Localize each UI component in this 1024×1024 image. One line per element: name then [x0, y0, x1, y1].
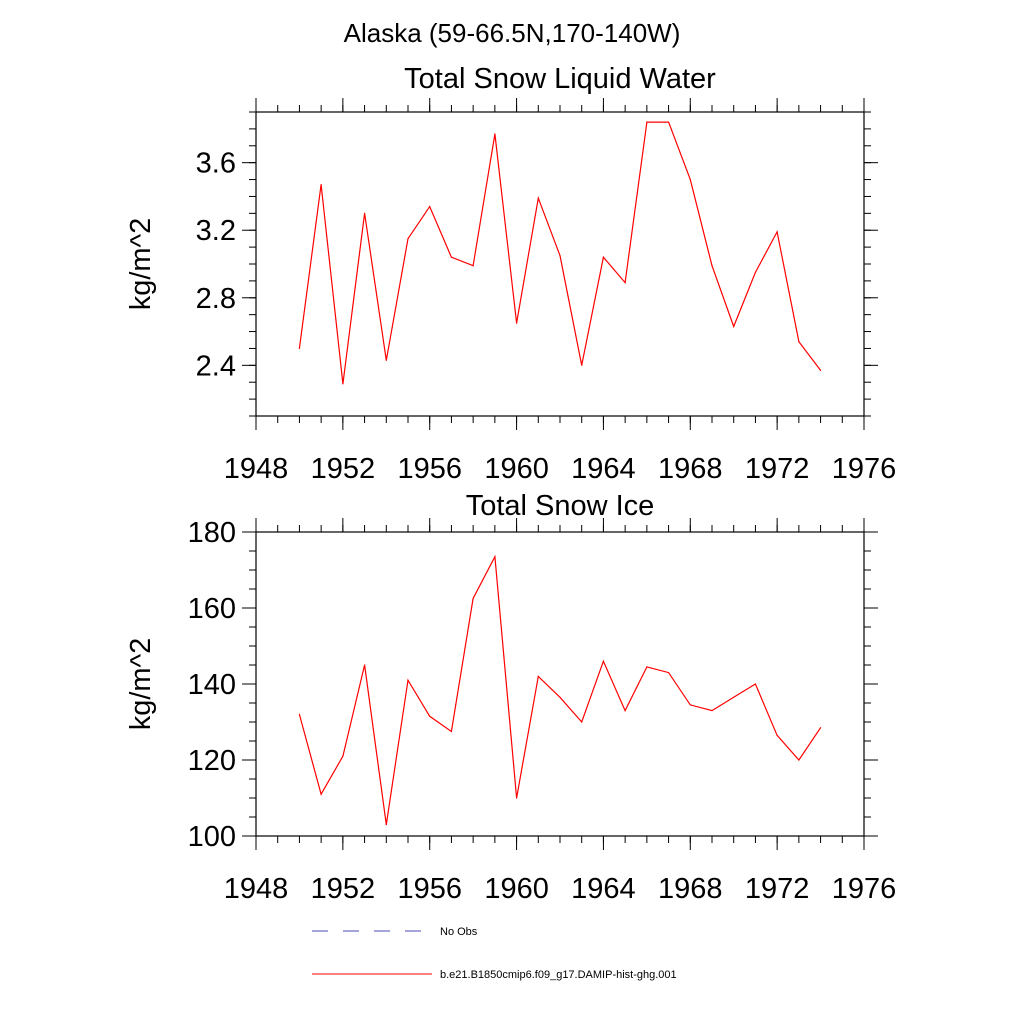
data-point [798, 341, 800, 343]
series-line [298, 121, 822, 384]
data-point [667, 672, 670, 674]
legend-label-model-run: b.e21.B1850cmip6.f09_g17.DAMIP-hist-ghg.… [440, 969, 677, 981]
data-point [320, 793, 322, 795]
plot-frame [255, 531, 865, 837]
data-point [450, 730, 453, 733]
data-point [515, 797, 518, 799]
y-tick-label: 2.4 [196, 350, 236, 382]
data-point [537, 675, 539, 678]
data-point [429, 205, 431, 208]
y-tick-label: 160 [188, 593, 236, 625]
data-point [581, 364, 583, 366]
data-point [342, 755, 344, 757]
x-tick-label: 1972 [745, 873, 810, 905]
data-point [407, 238, 409, 240]
y-axis-label: kg/m^2 [125, 218, 157, 311]
data-point [559, 254, 561, 257]
data-point [776, 231, 778, 233]
series-line [298, 554, 822, 825]
data-point [733, 325, 735, 328]
x-tick-label: 1968 [658, 453, 723, 485]
x-tick-label: 1952 [311, 453, 376, 485]
data-point [494, 133, 496, 135]
data-point [342, 383, 344, 385]
x-tick-label: 1964 [571, 453, 636, 485]
data-point [537, 197, 539, 199]
data-point [646, 666, 648, 668]
y-axis-label: kg/m^2 [125, 638, 157, 731]
x-tick-label: 1960 [484, 873, 549, 905]
data-point [472, 597, 474, 600]
data-point [798, 759, 800, 761]
y-tick-label: 100 [188, 821, 236, 853]
data-point [689, 178, 691, 181]
data-point [754, 271, 757, 274]
x-tick-label: 1964 [571, 873, 636, 905]
data-point [754, 683, 757, 685]
y-tick-label: 140 [188, 669, 236, 701]
data-point [581, 721, 583, 723]
plot-frame [255, 111, 865, 417]
data-point [711, 710, 713, 712]
data-point [602, 256, 605, 258]
x-tick-label: 1956 [397, 873, 462, 905]
x-tick-label: 1972 [745, 453, 810, 485]
data-point [819, 727, 822, 729]
panel-title: Total Snow Ice [466, 490, 655, 522]
data-point [298, 347, 301, 350]
data-point [711, 265, 713, 267]
data-point [494, 556, 496, 558]
data-point [515, 322, 518, 324]
data-point [450, 256, 453, 258]
y-tick-label: 3.6 [196, 148, 236, 180]
snow-ice-panel: Total Snow Ice 1948 1952 1956 1960 1964 1968 19… [125, 490, 896, 905]
y-tick-label: 180 [188, 517, 236, 549]
data-point [385, 824, 387, 826]
x-tick-label: 1976 [832, 873, 897, 905]
snow-liquid-water-panel: Total Snow Liquid Water 1948 1952 1956 1960 1… [125, 63, 896, 485]
data-point [298, 713, 301, 716]
data-point [733, 696, 735, 698]
x-tick-label: 1956 [397, 453, 462, 485]
figure-title: Alaska (59-66.5N,170-140W) [344, 18, 681, 48]
x-tick-label: 1968 [658, 873, 723, 905]
data-point [429, 715, 431, 717]
data-point [602, 660, 605, 662]
data-point [646, 121, 648, 123]
y-tick-label: 120 [188, 745, 236, 777]
x-tick-label: 1960 [484, 453, 549, 485]
x-tick-label: 1952 [311, 873, 376, 905]
x-tick-label: 1948 [224, 453, 289, 485]
y-tick-label: 2.8 [196, 283, 236, 315]
y-tick-label: 3.2 [196, 215, 236, 247]
panel-title: Total Snow Liquid Water [404, 63, 716, 95]
x-tick-label: 1948 [224, 873, 289, 905]
x-tick-label: 1976 [832, 453, 897, 485]
data-point [472, 265, 474, 267]
data-point [559, 696, 561, 698]
data-point [363, 212, 366, 214]
data-point [624, 710, 626, 712]
data-point [320, 184, 322, 186]
legend: No Obs b.e21.B1850cmip6.f09_g17.DAMIP-hi… [312, 926, 677, 981]
data-point [407, 679, 409, 681]
data-point [624, 281, 626, 284]
legend-label-no-obs: No Obs [440, 926, 478, 938]
data-point [819, 369, 822, 371]
data-point [363, 664, 366, 666]
data-point [667, 121, 670, 123]
data-point [689, 704, 691, 706]
data-point [385, 359, 387, 361]
data-point [776, 734, 778, 736]
